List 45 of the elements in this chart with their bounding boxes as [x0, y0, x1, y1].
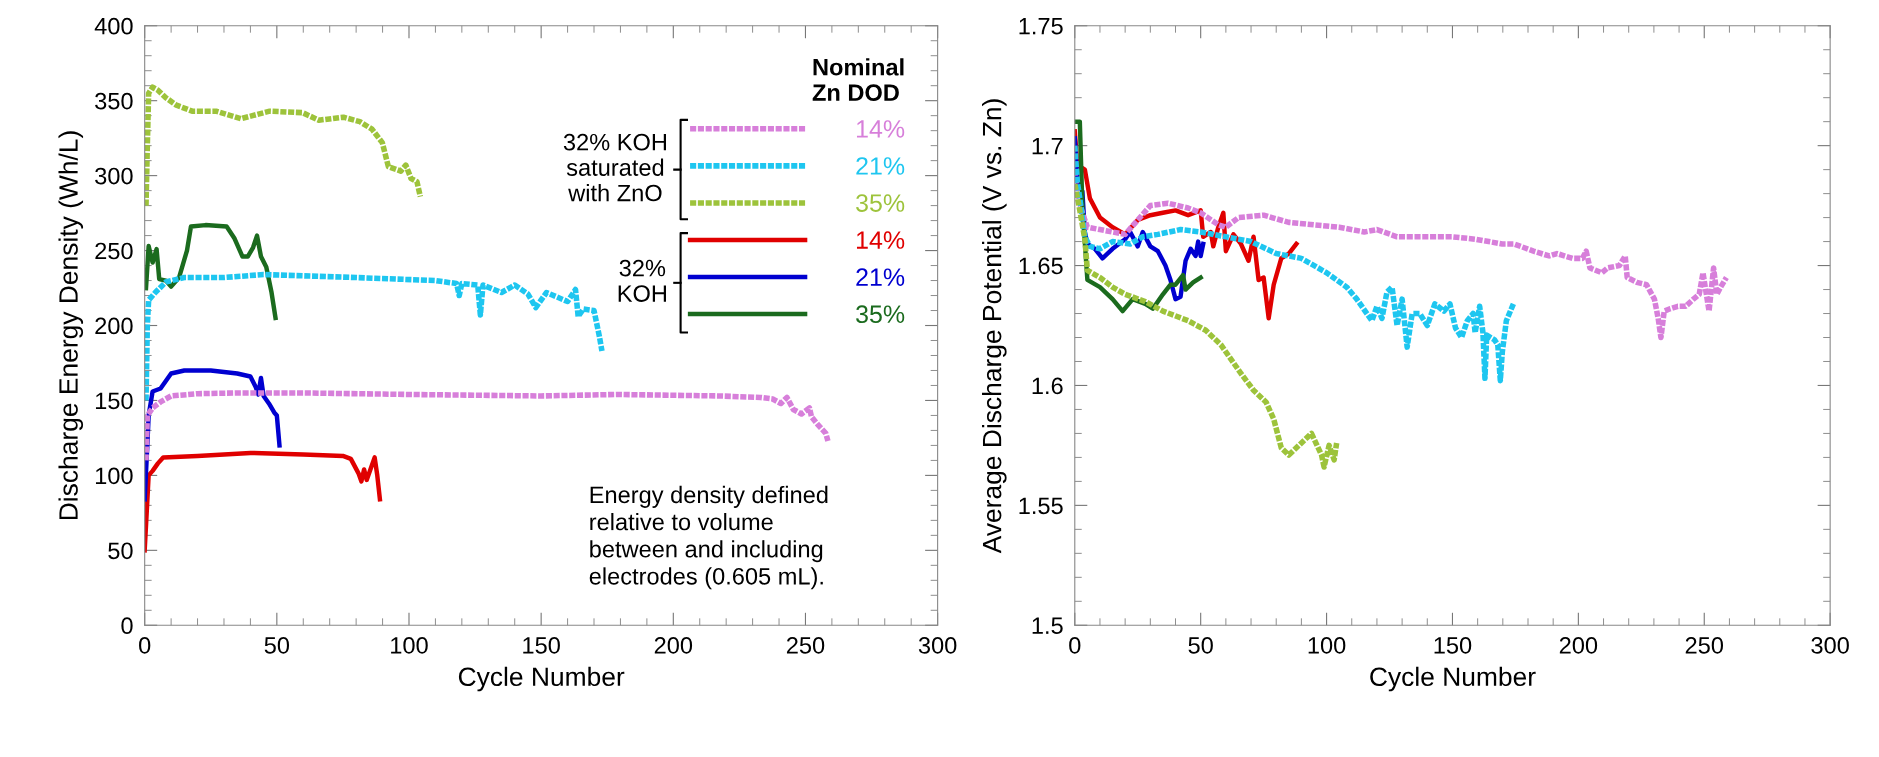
x-tick-label: 250 — [786, 637, 825, 654]
legend-title: Nominal Zn DOD — [812, 58, 904, 102]
x-tick-label: 300 — [918, 637, 957, 654]
x-tick-label: 200 — [1559, 637, 1598, 654]
legend-label: 21% — [856, 157, 905, 175]
x-tick-label: 150 — [523, 637, 560, 654]
annotation: 32% KOH saturated with ZnO — [563, 133, 666, 202]
legend-label: 14% — [856, 120, 905, 138]
y-axis-title: Discharge Energy Density (Wh/L) — [58, 131, 84, 520]
x-tick-label: 50 — [264, 637, 290, 654]
y-tick-label: 300 — [95, 167, 133, 185]
x-tick-label: 150 — [1434, 637, 1472, 654]
x-axis-title: Cycle Number — [1370, 666, 1536, 692]
y-tick-label: 1.5 — [1032, 617, 1063, 635]
legend-label: 35% — [856, 194, 905, 212]
y-tick-label: 1.65 — [1019, 257, 1063, 275]
y-tick-label: 0 — [121, 617, 133, 635]
x-tick-label: 200 — [654, 637, 693, 654]
x-tick-label: 50 — [1188, 637, 1213, 654]
x-tick-label: 100 — [1308, 637, 1346, 654]
annotation: Energy density defined relative to volume between and including electrodes (0.605 mL). — [589, 485, 828, 590]
annotation: 32% KOH — [618, 259, 666, 302]
y-tick-label: 1.7 — [1032, 137, 1063, 155]
x-tick-label: 100 — [391, 637, 428, 654]
y-tick-label: 1.55 — [1019, 497, 1063, 515]
line-series — [144, 450, 383, 553]
y-axis-title: Average Discharge Potential (V vs. Zn) — [982, 99, 1007, 554]
x-axis-title: Cycle Number — [458, 666, 625, 692]
x-tick-label: 0 — [139, 637, 151, 654]
x-tick-label: 250 — [1685, 637, 1724, 654]
legend-label: 21% — [856, 268, 905, 286]
y-tick-label: 200 — [95, 317, 133, 335]
y-tick-label: 150 — [95, 392, 133, 410]
y-tick-label: 100 — [95, 467, 133, 485]
line-series — [144, 222, 278, 321]
y-tick-label: 350 — [95, 92, 133, 110]
y-tick-label: 1.6 — [1032, 377, 1063, 395]
x-tick-label: 300 — [1811, 637, 1849, 654]
legend-label: 14% — [856, 231, 905, 249]
y-tick-label: 250 — [95, 242, 133, 260]
legend-label: 35% — [856, 305, 905, 324]
y-tick-label: 1.75 — [1019, 18, 1063, 35]
y-tick-label: 50 — [108, 542, 133, 560]
y-tick-label: 400 — [94, 17, 133, 35]
x-tick-label: 0 — [1069, 637, 1081, 654]
